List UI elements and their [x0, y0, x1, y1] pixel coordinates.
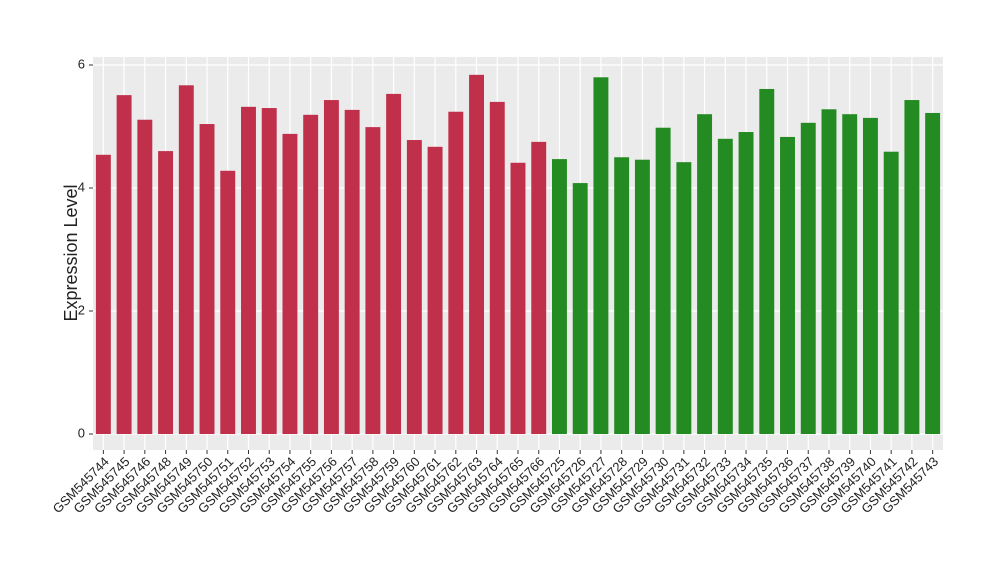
bar [717, 138, 733, 435]
bar [489, 101, 505, 435]
y-tick-label: 2 [78, 302, 85, 317]
bar [344, 109, 360, 435]
y-tick-label: 6 [78, 56, 85, 71]
bar [220, 170, 236, 435]
bar [883, 151, 899, 435]
bar [759, 88, 775, 435]
bar [904, 100, 920, 435]
bar [469, 74, 484, 435]
bar [448, 111, 464, 435]
bar [95, 154, 111, 435]
bar [386, 93, 402, 435]
bar [697, 114, 713, 435]
bar [862, 117, 878, 435]
y-tick-label: 0 [78, 425, 85, 440]
bar [552, 159, 567, 435]
bar [821, 109, 837, 435]
bar [261, 108, 277, 435]
bar [158, 151, 174, 435]
bar [676, 162, 692, 435]
bar [572, 183, 588, 435]
bar [738, 132, 754, 435]
bar [406, 140, 422, 435]
bar [531, 141, 547, 435]
bar [323, 100, 339, 435]
y-axis-label: Expression Level [61, 184, 81, 321]
y-tick-label: 4 [78, 179, 85, 194]
bar [137, 119, 153, 435]
bar [303, 114, 319, 435]
bar [116, 95, 132, 435]
bar [925, 112, 941, 435]
bar [282, 133, 298, 435]
bar [178, 85, 194, 435]
bar [365, 127, 381, 435]
bar [655, 127, 671, 435]
bar [427, 146, 443, 435]
bar [842, 114, 858, 435]
bar [780, 136, 795, 435]
bar [634, 159, 650, 435]
bar [614, 157, 630, 435]
bar [593, 77, 609, 435]
bar [800, 122, 816, 435]
bar [510, 162, 526, 435]
bar [241, 106, 256, 435]
bar [199, 124, 215, 435]
